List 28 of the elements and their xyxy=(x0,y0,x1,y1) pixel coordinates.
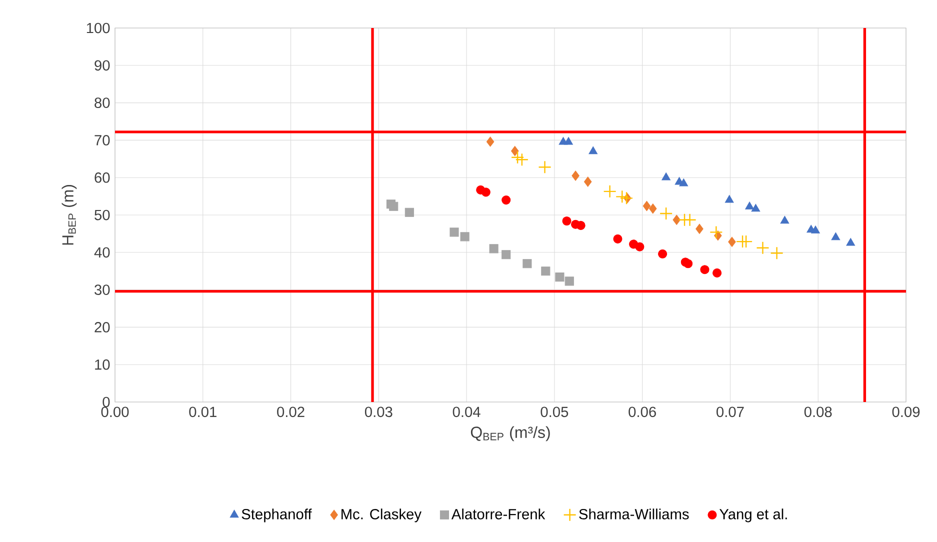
y-tick-label: 30 xyxy=(94,284,110,295)
legend-label: Mc. Claskey xyxy=(342,508,422,522)
y-tick-label: 10 xyxy=(95,359,110,370)
x-tick-label: 0.01 xyxy=(189,406,216,418)
y-tick-label: 20 xyxy=(94,322,110,332)
y-tick-label: 40 xyxy=(94,247,110,258)
y-tick-label: 100 xyxy=(86,22,110,34)
x-tick-label: 0.07 xyxy=(716,406,744,418)
y-tick-label: 0 xyxy=(102,396,110,408)
y-axis-title: H$_{BEP}$ (m) xyxy=(62,185,77,245)
y-tick-label: 60 xyxy=(94,172,110,183)
x-axis-title: Q$_{BEP}$ (m³/s) xyxy=(470,426,550,442)
legend-label: Stephanoff xyxy=(242,508,312,522)
y-tick-label: 50 xyxy=(94,210,110,220)
legend-label: Yang et al. xyxy=(719,508,787,522)
x-tick-label: 0.00 xyxy=(101,406,129,418)
x-tick-label: 0.06 xyxy=(628,406,656,418)
y-tick-label: 70 xyxy=(94,135,110,146)
x-tick-label: 0.04 xyxy=(452,406,480,418)
x-tick-label: 0.08 xyxy=(804,406,832,418)
legend-label: Alatorre-Frenk xyxy=(451,508,546,520)
y-tick-label: 80 xyxy=(94,98,110,108)
x-tick-label: 0.09 xyxy=(892,406,920,418)
legend-label: Sharma-Williams xyxy=(579,508,689,520)
y-tick-label: 90 xyxy=(94,60,110,71)
x-tick-label: 0.03 xyxy=(364,406,392,418)
x-tick-label: 0.02 xyxy=(277,406,304,418)
x-tick-label: 0.05 xyxy=(540,406,568,418)
